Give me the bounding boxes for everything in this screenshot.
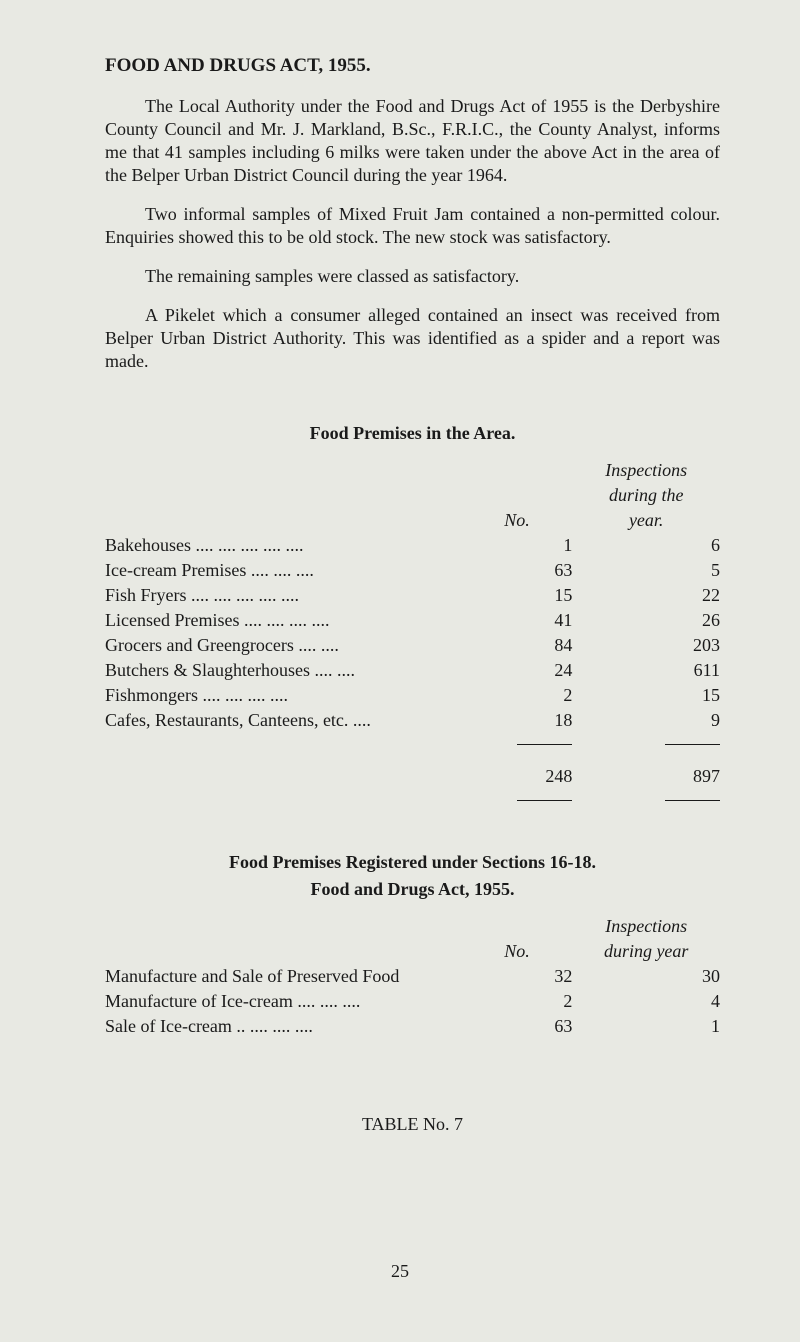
divider-line: [517, 744, 572, 745]
table2-subtitle: Food and Drugs Act, 1955.: [105, 879, 720, 900]
row-label: Ice-cream Premises .... .... ....: [105, 558, 462, 583]
row-label: Manufacture of Ice-cream .... .... ....: [105, 989, 462, 1014]
table2-title: Food Premises Registered under Sections …: [105, 852, 720, 873]
row-insp: 1: [572, 1014, 720, 1039]
row-insp: 4: [572, 989, 720, 1014]
row-no: 2: [462, 989, 573, 1014]
table-number-label: TABLE No. 7: [105, 1114, 720, 1135]
row-label: Fish Fryers .... .... .... .... ....: [105, 583, 462, 608]
total-insp: 897: [572, 758, 720, 789]
row-no: 24: [462, 658, 573, 683]
row-no: 1: [462, 533, 573, 558]
total-no: 248: [462, 758, 573, 789]
divider-row: [105, 733, 720, 758]
row-label: Butchers & Slaughterhouses .... ....: [105, 658, 462, 683]
paragraph-3: The remaining samples were classed as sa…: [105, 265, 720, 288]
table-row: Fishmongers .... .... .... .... 2 15: [105, 683, 720, 708]
paragraph-4: A Pikelet which a consumer alleged conta…: [105, 304, 720, 373]
row-insp: 5: [572, 558, 720, 583]
table2-header-insp2: during year: [572, 939, 720, 964]
divider-row: [105, 789, 720, 814]
table-row: Grocers and Greengrocers .... .... 84 20…: [105, 633, 720, 658]
table-row: Fish Fryers .... .... .... .... .... 15 …: [105, 583, 720, 608]
row-insp: 22: [572, 583, 720, 608]
row-no: 18: [462, 708, 573, 733]
row-no: 15: [462, 583, 573, 608]
row-insp: 15: [572, 683, 720, 708]
table-row: Ice-cream Premises .... .... .... 63 5: [105, 558, 720, 583]
table-row: Bakehouses .... .... .... .... .... 1 6: [105, 533, 720, 558]
main-heading: FOOD AND DRUGS ACT, 1955.: [105, 55, 720, 77]
table-row: Licensed Premises .... .... .... .... 41…: [105, 608, 720, 633]
table2-header-no: No.: [462, 939, 573, 964]
row-label: Bakehouses .... .... .... .... ....: [105, 533, 462, 558]
paragraph-1: The Local Authority under the Food and D…: [105, 95, 720, 187]
row-insp: 6: [572, 533, 720, 558]
table1-header-insp1: Inspections: [572, 458, 720, 483]
table-row: Cafes, Restaurants, Canteens, etc. .... …: [105, 708, 720, 733]
row-insp: 611: [572, 658, 720, 683]
table1-header-insp2: during the: [572, 483, 720, 508]
divider-line: [665, 800, 720, 801]
row-label: Sale of Ice-cream .. .... .... ....: [105, 1014, 462, 1039]
row-label: Cafes, Restaurants, Canteens, etc. ....: [105, 708, 462, 733]
totals-row: 248 897: [105, 758, 720, 789]
row-no: 84: [462, 633, 573, 658]
row-insp: 30: [572, 964, 720, 989]
table-row: Sale of Ice-cream .. .... .... .... 63 1: [105, 1014, 720, 1039]
row-no: 32: [462, 964, 573, 989]
row-insp: 26: [572, 608, 720, 633]
table-row: Manufacture and Sale of Preserved Food 3…: [105, 964, 720, 989]
row-no: 63: [462, 558, 573, 583]
registered-premises-table: Inspections No. during year Manufacture …: [105, 914, 720, 1039]
table2-header-insp1: Inspections: [572, 914, 720, 939]
row-label: Licensed Premises .... .... .... ....: [105, 608, 462, 633]
table-row: Butchers & Slaughterhouses .... .... 24 …: [105, 658, 720, 683]
row-label: Grocers and Greengrocers .... ....: [105, 633, 462, 658]
divider-line: [665, 744, 720, 745]
row-label: Fishmongers .... .... .... ....: [105, 683, 462, 708]
table1-header-insp3: year.: [572, 508, 720, 533]
row-insp: 203: [572, 633, 720, 658]
row-no: 63: [462, 1014, 573, 1039]
table-row: Manufacture of Ice-cream .... .... .... …: [105, 989, 720, 1014]
row-no: 41: [462, 608, 573, 633]
row-no: 2: [462, 683, 573, 708]
page-number: 25: [0, 1261, 800, 1282]
paragraph-2: Two informal samples of Mixed Fruit Jam …: [105, 203, 720, 249]
divider-line: [517, 800, 572, 801]
table1-header-no: No.: [462, 508, 573, 533]
table1-title: Food Premises in the Area.: [105, 423, 720, 444]
food-premises-table: Inspections during the No. year. Bakehou…: [105, 458, 720, 814]
row-insp: 9: [572, 708, 720, 733]
row-label: Manufacture and Sale of Preserved Food: [105, 964, 462, 989]
